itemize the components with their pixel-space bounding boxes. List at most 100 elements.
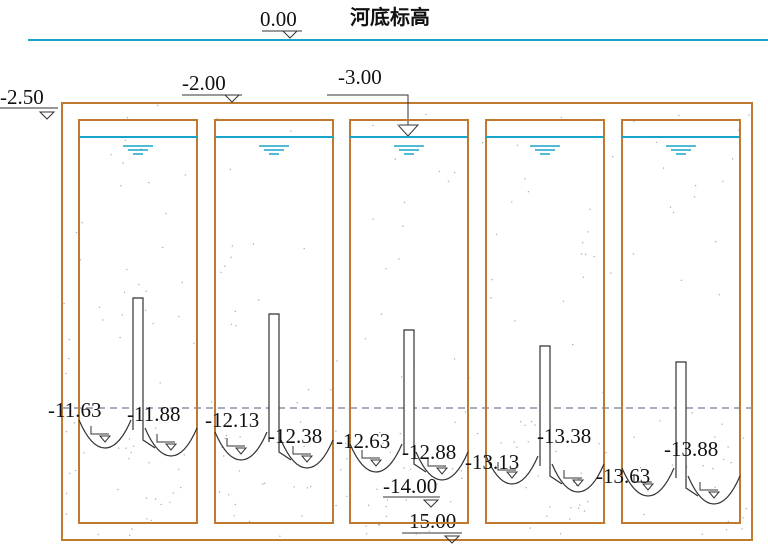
- speckle: [193, 342, 195, 344]
- speckle: [231, 245, 233, 247]
- speckle: [659, 420, 661, 422]
- hopper-level: -11.63: [48, 398, 101, 422]
- pipe: [675, 361, 699, 497]
- hopper: [621, 467, 675, 497]
- speckle: [150, 519, 152, 522]
- speckle: [131, 528, 133, 530]
- speckle: [121, 314, 124, 316]
- speckle: [262, 483, 264, 485]
- speckle: [559, 533, 562, 535]
- speckle: [102, 319, 104, 321]
- speckle: [500, 442, 502, 444]
- speckle: [157, 104, 159, 107]
- speckle: [546, 515, 548, 517]
- hopper-level: -13.63: [596, 464, 650, 488]
- speckle: [513, 441, 515, 443]
- speckle: [178, 315, 180, 318]
- speckle: [160, 503, 162, 506]
- speckle: [398, 258, 400, 260]
- speckle: [680, 279, 683, 281]
- speckle: [580, 472, 582, 474]
- speckle: [425, 113, 427, 116]
- hopper-leader: [563, 470, 582, 479]
- speckle: [128, 458, 130, 460]
- speckle: [495, 233, 498, 236]
- speckle: [451, 467, 454, 470]
- hopper-level: -12.88: [402, 440, 456, 464]
- speckle: [79, 259, 82, 261]
- speckle: [389, 451, 391, 453]
- hopper: [144, 427, 198, 457]
- speckle: [335, 504, 337, 507]
- hopper: [415, 451, 469, 481]
- speckle: [524, 178, 526, 180]
- speckle: [376, 488, 378, 490]
- speckle: [723, 458, 725, 461]
- speckle: [450, 501, 452, 503]
- speckle: [385, 505, 387, 508]
- hopper-leader: [427, 458, 446, 467]
- speckle: [303, 247, 305, 250]
- speckle: [731, 158, 734, 160]
- speckle: [549, 506, 551, 508]
- speckle: [162, 246, 164, 249]
- speckle: [527, 191, 530, 193]
- speckle: [81, 222, 83, 224]
- speckle: [128, 438, 131, 440]
- speckle: [464, 411, 467, 413]
- outer-level: -2.50: [0, 85, 44, 109]
- speckle: [146, 518, 148, 520]
- hopper-leader: [497, 462, 516, 471]
- speckle: [74, 469, 77, 472]
- speckle: [448, 455, 450, 457]
- speckle: [584, 253, 587, 256]
- speckle: [75, 231, 78, 234]
- speckle: [385, 515, 388, 518]
- speckle: [701, 533, 703, 535]
- speckle: [130, 451, 132, 454]
- speckle: [364, 338, 367, 340]
- speckle: [514, 320, 516, 322]
- title: 河底标高: [350, 5, 430, 29]
- speckle: [218, 491, 221, 493]
- speckle: [345, 442, 347, 444]
- level-marker: [38, 111, 56, 120]
- speckle: [569, 518, 571, 520]
- chamber: [349, 119, 469, 524]
- level-marker: [443, 535, 461, 544]
- level-marker: [641, 483, 655, 491]
- speckle: [730, 461, 732, 464]
- speckle: [525, 487, 527, 489]
- speckle: [347, 446, 349, 449]
- speckle: [527, 441, 529, 443]
- level-marker: [435, 467, 449, 475]
- speckle: [335, 430, 337, 432]
- speckle: [309, 485, 312, 488]
- speckle: [400, 376, 403, 378]
- speckle: [279, 535, 281, 537]
- speckle: [248, 520, 251, 522]
- speckle: [633, 436, 635, 438]
- speckle: [490, 297, 492, 299]
- speckle: [714, 486, 716, 488]
- speckle: [712, 467, 714, 470]
- speckle: [534, 424, 536, 426]
- speckle: [159, 382, 161, 384]
- speckle: [145, 290, 147, 292]
- speckle: [742, 437, 745, 439]
- speckle: [718, 294, 720, 296]
- speckle: [403, 201, 406, 204]
- speckle: [715, 241, 717, 243]
- speckle: [691, 412, 693, 414]
- speckle: [380, 313, 383, 315]
- level-marker: [369, 459, 383, 467]
- speckle: [436, 483, 438, 485]
- speckle: [562, 300, 565, 302]
- speckle: [336, 360, 338, 362]
- level-marker: [164, 443, 178, 451]
- speckle: [172, 492, 174, 494]
- speckle: [687, 448, 689, 450]
- speckle: [258, 299, 260, 301]
- speckle: [365, 525, 367, 527]
- speckle: [693, 196, 696, 198]
